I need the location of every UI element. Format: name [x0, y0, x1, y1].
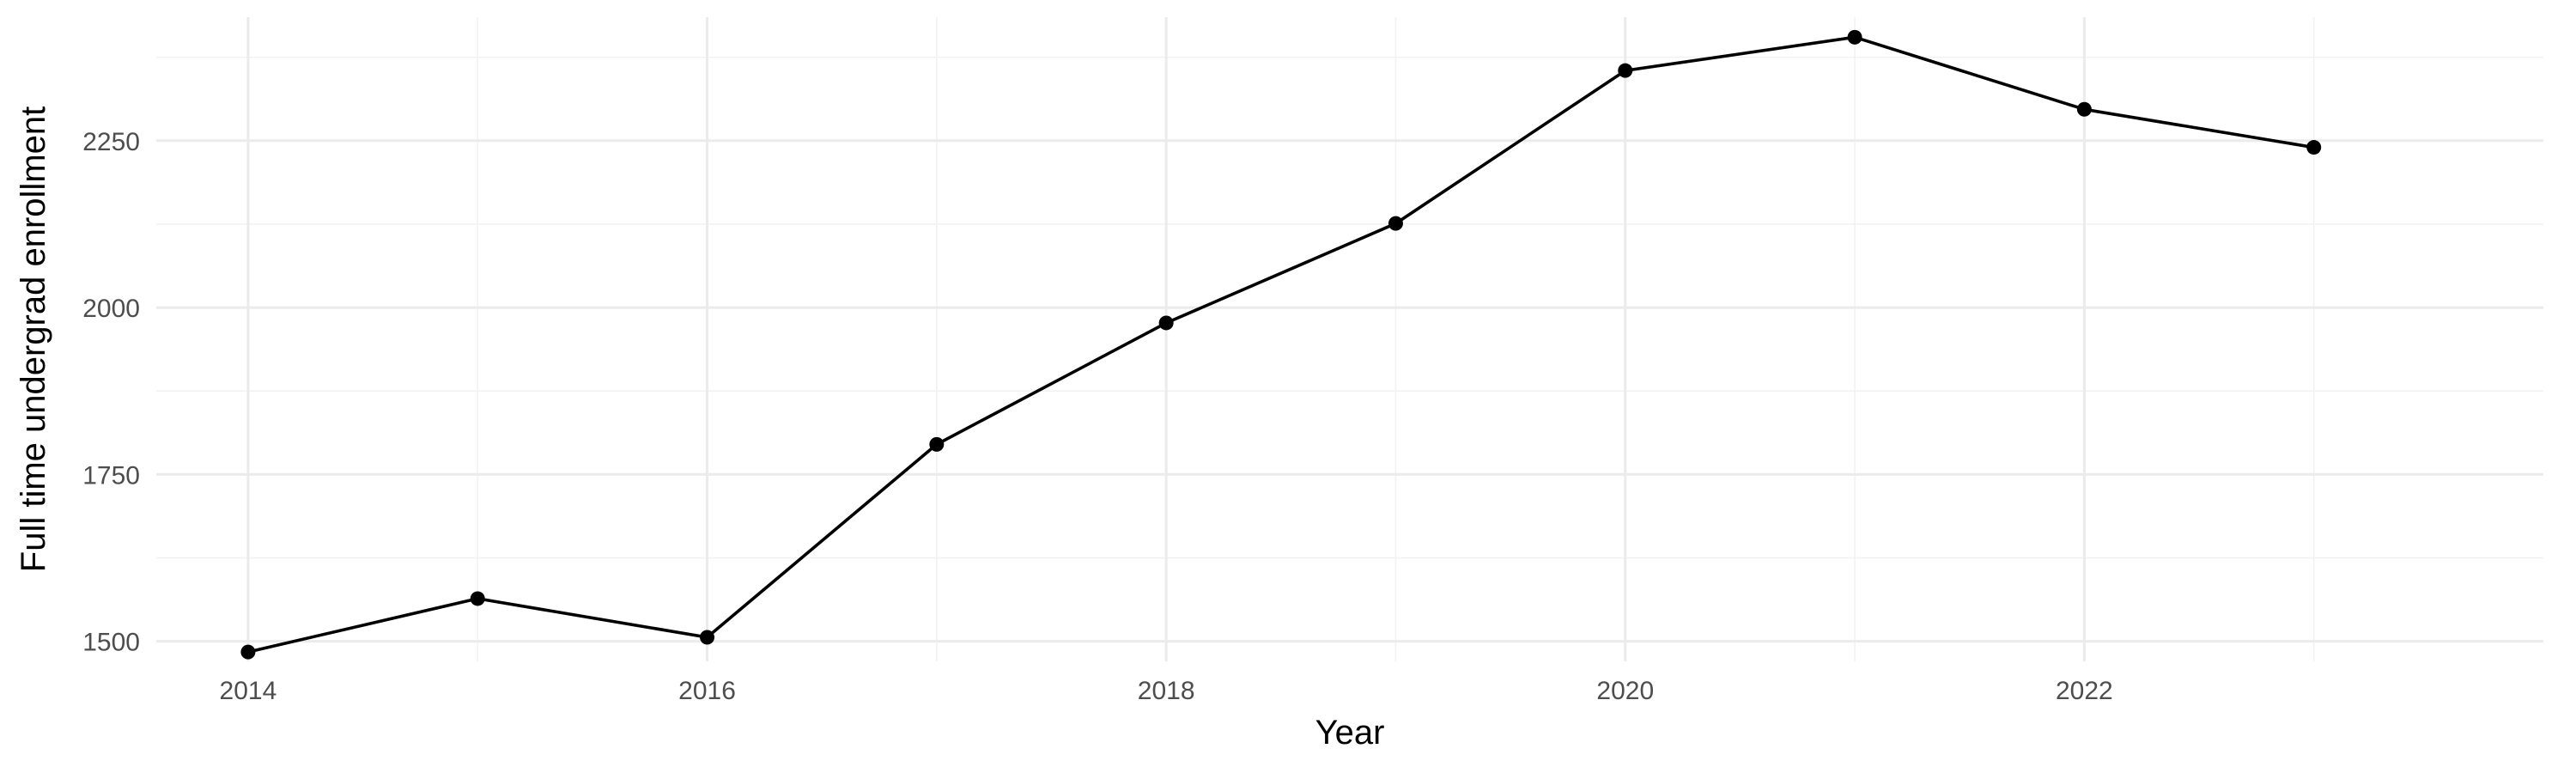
- x-tick-label: 2016: [678, 677, 736, 705]
- x-axis-title: Year: [1315, 714, 1385, 752]
- data-point-2017: [929, 436, 945, 452]
- y-tick-label: 1500: [82, 629, 140, 657]
- data-point-2022: [2076, 101, 2092, 117]
- y-tick-label: 1750: [82, 461, 140, 490]
- data-point-2014: [240, 644, 256, 660]
- x-tick-label: 2022: [2056, 677, 2113, 705]
- data-point-2018: [1158, 315, 1174, 331]
- series-line: [247, 35, 2314, 654]
- x-tick-label: 2018: [1138, 677, 1195, 705]
- data-point-2016: [700, 630, 715, 645]
- series-layer: [240, 29, 2322, 660]
- tick-label-layer: 2014 2016 2018 2020 2022 1500 1750 2000 2250: [82, 128, 2113, 705]
- y-axis-title: Full time undergrad enrollment: [15, 107, 52, 572]
- y-tick-label: 2000: [82, 295, 140, 323]
- data-point-2020: [1618, 63, 1633, 78]
- data-point-2015: [470, 591, 485, 606]
- x-tick-label: 2014: [220, 677, 277, 705]
- grid-layer: [156, 17, 2543, 661]
- y-tick-label: 2250: [82, 128, 140, 156]
- data-point-2021: [1847, 29, 1862, 45]
- data-point-2023: [2306, 140, 2322, 155]
- data-point-2019: [1388, 216, 1403, 231]
- x-tick-label: 2020: [1596, 677, 1654, 705]
